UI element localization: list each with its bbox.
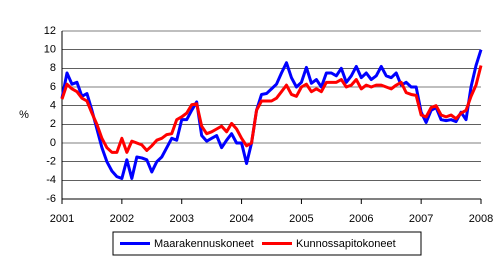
y-tick-label: 0	[50, 137, 56, 149]
x-tick-label: 2008	[469, 213, 493, 225]
x-tick-label: 2005	[289, 213, 313, 225]
y-tick-label: 4	[50, 100, 56, 112]
y-tick-label: 10	[44, 44, 56, 56]
y-tick-label: -4	[46, 174, 56, 186]
y-tick-label: 12	[44, 25, 56, 37]
x-tick-label: 2006	[349, 213, 373, 225]
x-tick-label: 2004	[229, 213, 253, 225]
x-tick-label: 2002	[110, 213, 134, 225]
x-tick-label: 2007	[409, 213, 433, 225]
series-line	[60, 65, 483, 154]
y-tick-label: -2	[46, 156, 56, 168]
y-tick-label: 6	[50, 81, 56, 93]
x-tick-label: 2003	[169, 213, 193, 225]
legend-label: Kunnossapitokoneet	[296, 238, 396, 250]
y-tick-label: 2	[50, 118, 56, 130]
y-tick-label: 8	[50, 62, 56, 74]
x-tick-label: 2001	[50, 213, 74, 225]
series-line	[60, 49, 483, 180]
y-tick-label: -6	[46, 193, 56, 205]
y-axis-label: %	[19, 109, 29, 121]
legend-label: Maarakennuskoneet	[154, 238, 254, 250]
